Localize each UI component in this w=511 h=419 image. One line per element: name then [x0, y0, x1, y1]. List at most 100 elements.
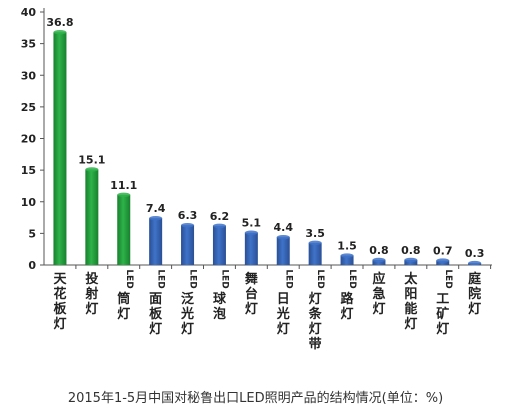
y-tick-label: 40	[21, 6, 37, 19]
svg-text:灯: 灯	[245, 301, 258, 317]
data-label: 0.8	[369, 244, 389, 257]
category-label: LED 筒灯	[117, 269, 134, 322]
bar	[436, 260, 450, 265]
bar	[244, 232, 258, 265]
bar	[53, 32, 67, 265]
svg-text:灯: 灯	[404, 316, 417, 332]
svg-text:筒: 筒	[117, 291, 130, 307]
svg-text:泛: 泛	[181, 291, 194, 307]
bar	[340, 255, 354, 265]
svg-text:灯: 灯	[181, 321, 194, 337]
svg-text:泡: 泡	[213, 306, 226, 322]
category-label: LED 日光灯	[276, 269, 294, 337]
data-label: 6.3	[178, 209, 198, 222]
svg-text:灯: 灯	[277, 321, 290, 337]
bar	[149, 218, 163, 265]
category-label: 舞台灯	[244, 271, 258, 317]
svg-text:LED: LED	[347, 269, 357, 288]
svg-text:天: 天	[53, 272, 67, 287]
bar-cap	[468, 260, 482, 266]
svg-text:庭: 庭	[468, 271, 482, 287]
data-label: 6.2	[210, 210, 230, 223]
svg-text:灯: 灯	[372, 301, 385, 317]
bar-cap	[372, 257, 386, 263]
svg-text:灯: 灯	[117, 306, 130, 322]
svg-text:阳: 阳	[404, 287, 417, 302]
svg-text:面: 面	[149, 292, 162, 307]
svg-text:灯: 灯	[309, 321, 322, 337]
bar-cap	[53, 30, 67, 35]
svg-text:条: 条	[309, 306, 323, 322]
bar	[308, 242, 322, 265]
category-label: LED 球泡	[213, 269, 230, 322]
data-label: 4.4	[274, 221, 294, 234]
bar-cap	[308, 240, 322, 246]
svg-text:LED: LED	[156, 269, 166, 288]
svg-text:LED: LED	[315, 269, 325, 288]
svg-text:LED: LED	[124, 269, 134, 288]
svg-text:灯: 灯	[436, 321, 449, 337]
svg-text:灯: 灯	[85, 301, 98, 317]
svg-text:LED: LED	[219, 269, 229, 288]
svg-text:灯: 灯	[309, 291, 322, 307]
y-tick-label: 35	[21, 38, 36, 51]
svg-text:路: 路	[341, 291, 355, 307]
data-label: 15.1	[78, 153, 105, 166]
svg-text:能: 能	[404, 301, 417, 317]
svg-text:灯: 灯	[149, 321, 162, 337]
category-label: 庭院灯	[468, 271, 482, 317]
bar-cap	[436, 258, 450, 263]
bar-cap	[244, 230, 258, 235]
category-label: LED 面板灯	[149, 269, 166, 337]
svg-text:灯: 灯	[341, 306, 354, 322]
svg-text:射: 射	[84, 286, 98, 302]
bar	[212, 225, 226, 265]
svg-text:灯: 灯	[468, 301, 481, 317]
data-label: 3.5	[305, 227, 325, 240]
y-tick-label: 0	[28, 259, 36, 272]
svg-text:工: 工	[436, 292, 449, 307]
y-tick-label: 30	[21, 69, 37, 82]
data-label: 7.4	[146, 202, 166, 215]
y-tick-label: 25	[21, 101, 36, 114]
svg-text:台: 台	[245, 286, 258, 302]
y-tick-label: 20	[21, 133, 37, 146]
bar-cap	[340, 253, 354, 258]
svg-text:院: 院	[468, 286, 481, 302]
svg-text:LED: LED	[443, 269, 453, 288]
data-label: 5.1	[242, 217, 262, 230]
svg-text:投: 投	[85, 271, 98, 287]
bar-cap	[85, 167, 99, 172]
data-label: 0.7	[433, 245, 453, 258]
svg-text:光: 光	[276, 306, 290, 322]
bar	[85, 169, 99, 265]
bar-cap	[181, 222, 195, 228]
bar-cap	[149, 215, 163, 221]
svg-text:太: 太	[403, 271, 418, 287]
data-label: 11.1	[110, 179, 137, 192]
bar-cap	[212, 223, 226, 228]
svg-text:急: 急	[372, 286, 385, 302]
category-label: 应急灯	[372, 271, 385, 317]
svg-text:舞: 舞	[244, 271, 258, 287]
data-label: 1.5	[337, 240, 357, 253]
svg-text:板: 板	[149, 306, 163, 322]
svg-text:板: 板	[53, 301, 67, 317]
svg-text:花: 花	[53, 286, 66, 302]
bar	[372, 259, 386, 265]
data-label: 0.3	[465, 247, 485, 260]
bar	[181, 225, 195, 265]
bar-cap	[276, 234, 290, 240]
svg-text:LED: LED	[283, 269, 293, 288]
svg-text:球: 球	[213, 291, 227, 307]
bar-chart: 051015202530354036.8天花板灯15.1投射灯11.1LED筒灯…	[21, 6, 492, 352]
data-label: 0.8	[401, 244, 421, 257]
svg-text:矿: 矿	[436, 306, 449, 322]
chart-title: 2015年1-5月中国对秘鲁出口LED照明产品的结构情况(单位：%)	[67, 391, 444, 406]
svg-text:日: 日	[277, 292, 290, 307]
data-label: 36.8	[46, 16, 73, 29]
